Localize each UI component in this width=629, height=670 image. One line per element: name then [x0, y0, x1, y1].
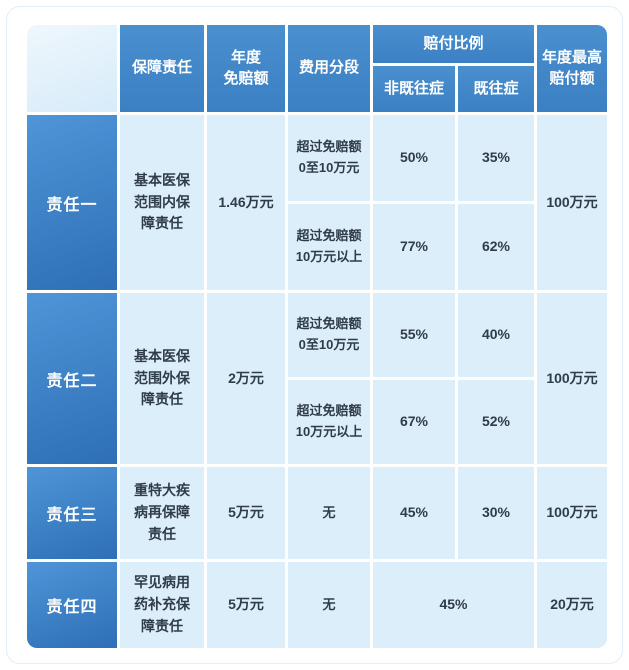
segment-range-cell: 超过免赔额 10万元以上 [288, 204, 370, 290]
non-preexisting-ratio-cell: 45% [373, 467, 455, 559]
deductible-cell: 5万元 [207, 562, 285, 648]
max-payout-cell: 100万元 [537, 293, 607, 464]
segment-range-cell: 超过免赔额 0至10万元 [288, 115, 370, 201]
deductible-cell: 2万元 [207, 293, 285, 464]
non-preexisting-ratio-cell: 50% [373, 115, 455, 201]
segment-range-cell: 无 [288, 562, 370, 648]
row-label-duty-3: 责任三 [27, 467, 117, 559]
deductible-cell: 5万元 [207, 467, 285, 559]
segment-range-cell: 无 [288, 467, 370, 559]
segment-range-cell: 超过免赔额 10万元以上 [288, 380, 370, 464]
header-payout-ratio: 赔付比例 [373, 25, 534, 63]
preexisting-ratio-cell: 35% [458, 115, 534, 201]
max-payout-cell: 100万元 [537, 467, 607, 559]
preexisting-ratio-cell: 30% [458, 467, 534, 559]
coverage-cell: 基本医保范围内保障责任 [120, 115, 204, 290]
coverage-cell: 基本医保范围外保障责任 [120, 293, 204, 464]
max-payout-cell: 100万元 [537, 115, 607, 290]
header-preexisting: 既往症 [458, 66, 534, 112]
segment-range-cell: 超过免赔额 0至10万元 [288, 293, 370, 377]
header-corner-cell [27, 25, 117, 112]
header-annual-deductible: 年度 免赔额 [207, 25, 285, 112]
row-label-duty-2: 责任二 [27, 293, 117, 464]
benefit-table: 保障责任 年度 免赔额 费用分段 赔付比例 年度最高 赔付额 非既往症 既往症 … [24, 22, 610, 651]
preexisting-ratio-cell: 52% [458, 380, 534, 464]
preexisting-ratio-cell: 62% [458, 204, 534, 290]
header-annual-max-payout: 年度最高 赔付额 [537, 25, 607, 112]
non-preexisting-ratio-cell: 55% [373, 293, 455, 377]
coverage-cell: 重特大疾病再保障责任 [120, 467, 204, 559]
row-label-duty-1: 责任一 [27, 115, 117, 290]
header-non-preexisting: 非既往症 [373, 66, 455, 112]
merged-ratio-cell: 45% [373, 562, 534, 648]
header-cost-segment: 费用分段 [288, 25, 370, 112]
insurance-benefit-table-page: 保障责任 年度 免赔额 费用分段 赔付比例 年度最高 赔付额 非既往症 既往症 … [24, 22, 610, 651]
row-label-duty-4: 责任四 [27, 562, 117, 648]
non-preexisting-ratio-cell: 77% [373, 204, 455, 290]
max-payout-cell: 20万元 [537, 562, 607, 648]
header-coverage: 保障责任 [120, 25, 204, 112]
non-preexisting-ratio-cell: 67% [373, 380, 455, 464]
coverage-cell: 罕见病用药补充保障责任 [120, 562, 204, 648]
preexisting-ratio-cell: 40% [458, 293, 534, 377]
deductible-cell: 1.46万元 [207, 115, 285, 290]
